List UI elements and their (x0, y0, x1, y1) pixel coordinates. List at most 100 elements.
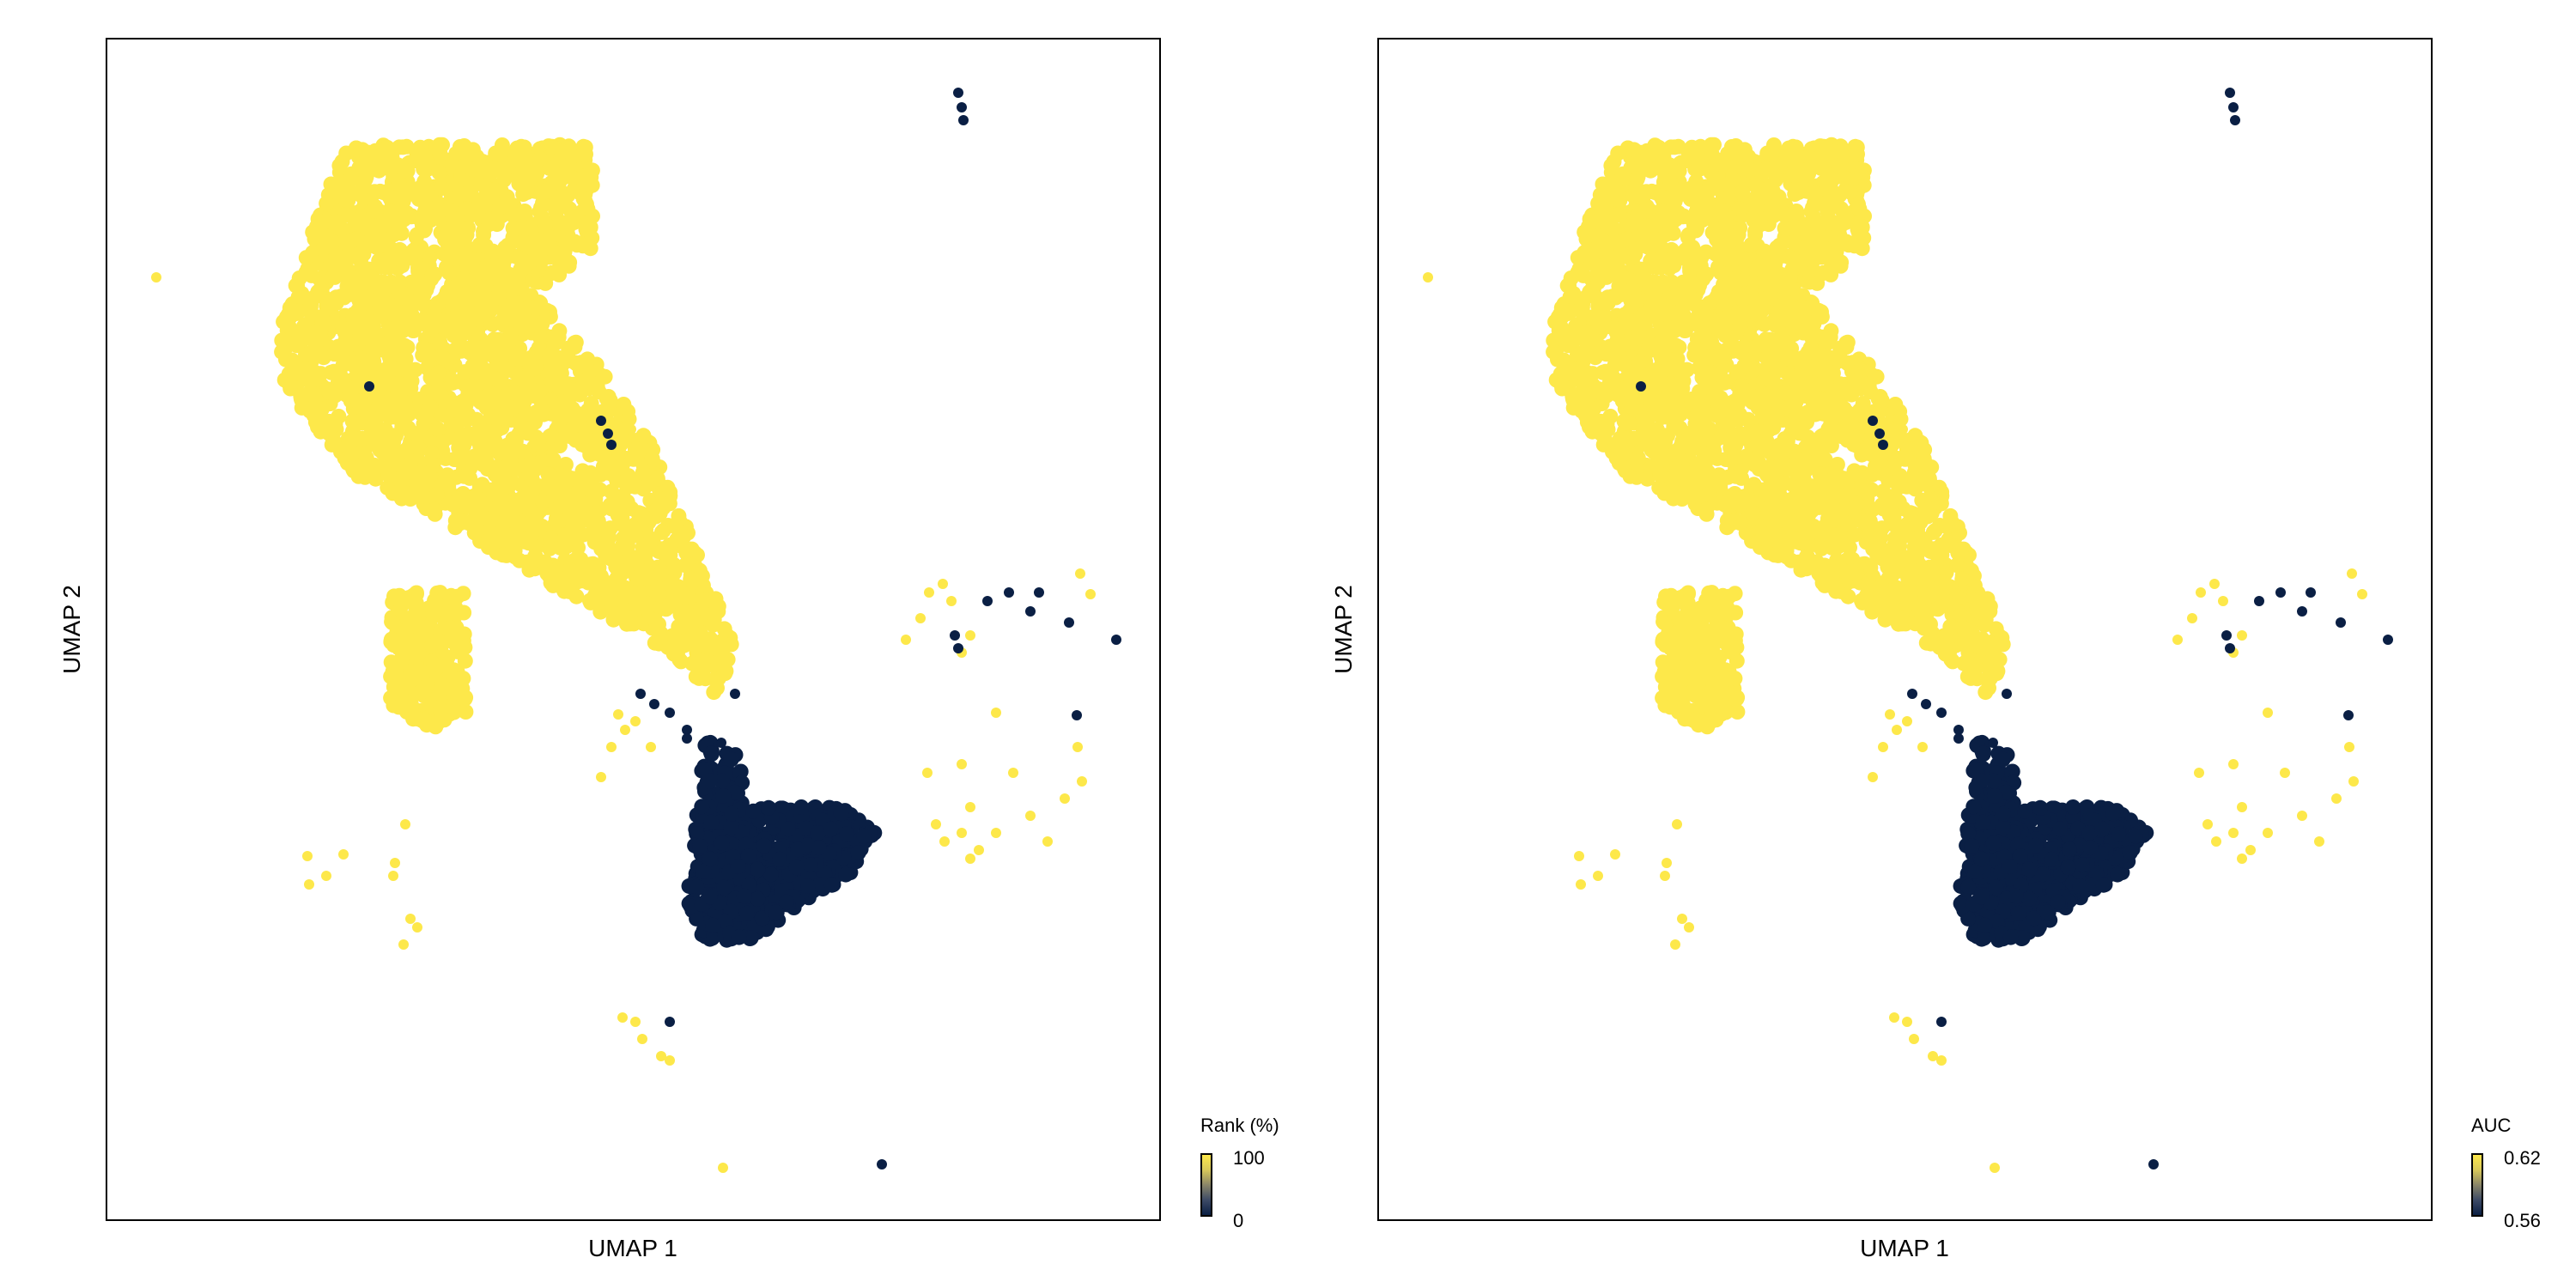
data-point (500, 158, 516, 174)
data-point (306, 347, 322, 363)
data-point (637, 1034, 647, 1044)
data-point (482, 263, 498, 279)
data-point (957, 759, 967, 769)
umap-panel-rank: UMAP 2 UMAP 1 Rank (%) 100 0 (58, 38, 1279, 1261)
data-point (380, 466, 397, 483)
data-point (298, 264, 314, 281)
data-point (576, 565, 592, 581)
data-point (605, 489, 615, 499)
data-point (596, 448, 612, 465)
data-point (611, 568, 627, 584)
data-point (718, 1163, 728, 1173)
data-point (469, 411, 485, 428)
data-point (412, 276, 428, 291)
data-point (323, 176, 339, 192)
data-point (790, 841, 805, 858)
data-point (495, 259, 511, 276)
data-point (953, 643, 963, 653)
data-point (547, 568, 563, 584)
data-point (556, 256, 572, 272)
data-point (529, 234, 545, 250)
data-point (745, 803, 762, 819)
data-point (652, 629, 668, 645)
data-point (393, 305, 410, 321)
data-point (630, 716, 641, 726)
data-point (435, 349, 452, 366)
data-point (593, 541, 610, 557)
data-point (483, 409, 499, 425)
data-point (1085, 589, 1096, 599)
data-point (698, 592, 714, 608)
data-point (915, 613, 926, 623)
data-point (492, 374, 508, 390)
data-point (597, 368, 613, 385)
data-point (922, 768, 933, 778)
colorbar (1200, 1153, 1212, 1217)
data-point (460, 319, 477, 334)
data-point (476, 223, 491, 240)
data-point (396, 162, 412, 179)
data-point (399, 464, 415, 480)
data-point (434, 434, 451, 450)
data-point (411, 685, 428, 702)
data-point (550, 349, 567, 366)
data-point (793, 799, 810, 815)
data-point (750, 890, 766, 907)
data-point (569, 486, 586, 502)
data-point (384, 149, 400, 166)
data-point (543, 428, 559, 444)
data-point (1991, 652, 2008, 668)
data-point (488, 145, 504, 161)
data-point (1072, 710, 1082, 720)
data-point (418, 501, 434, 516)
data-point (464, 339, 480, 355)
data-point (368, 143, 384, 159)
data-point (401, 439, 416, 455)
data-point (802, 857, 818, 873)
data-point (689, 910, 705, 927)
data-point (518, 405, 534, 422)
data-point (694, 799, 710, 815)
data-point (1042, 836, 1053, 847)
data-point (319, 195, 335, 211)
data-point (924, 587, 934, 598)
data-point (715, 787, 732, 804)
data-point (360, 324, 375, 340)
data-point (561, 234, 577, 251)
data-point (321, 871, 331, 881)
data-point (325, 234, 341, 251)
data-point (665, 646, 682, 662)
data-point (388, 871, 398, 881)
data-point (344, 355, 361, 371)
data-point (498, 513, 514, 529)
data-point (403, 380, 419, 397)
data-point (771, 851, 787, 867)
data-point (617, 459, 628, 469)
data-point (568, 355, 584, 371)
data-point (683, 571, 699, 587)
data-point (738, 905, 755, 921)
data-point (327, 416, 343, 432)
data-point (499, 189, 515, 205)
data-point (343, 166, 359, 182)
data-point (717, 913, 733, 929)
data-point (447, 513, 464, 529)
data-point (736, 888, 752, 904)
data-point (538, 275, 554, 291)
data-point (538, 216, 554, 232)
data-point (498, 526, 514, 542)
umap-panel-auc: UMAP 2 UMAP 1 AUC 0.62 0.56 (1288, 0, 2576, 1288)
data-point (518, 301, 534, 317)
data-point (515, 260, 532, 276)
data-point (403, 185, 419, 202)
data-point (385, 428, 401, 445)
data-point (440, 467, 455, 483)
data-point (528, 301, 544, 317)
data-point (953, 88, 963, 98)
data-point (354, 430, 370, 447)
data-point (506, 385, 522, 401)
data-point (395, 647, 411, 663)
data-point (406, 322, 422, 338)
data-point (1025, 606, 1036, 617)
data-point (702, 851, 718, 867)
